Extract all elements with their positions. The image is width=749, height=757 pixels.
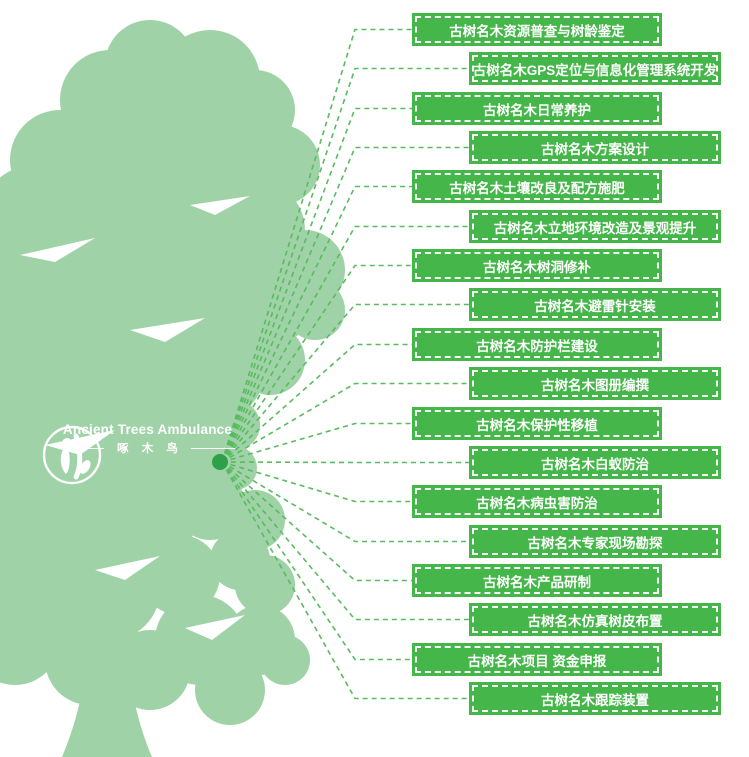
- connector-line: [221, 382, 469, 463]
- service-box-12: 古树名木白蚁防治: [469, 446, 721, 479]
- logo-dash-left: [60, 447, 105, 449]
- connector-line: [221, 146, 469, 463]
- connector-line: [221, 461, 412, 582]
- hub-dot: [212, 454, 228, 470]
- service-box-13: 古树名木病虫害防治: [412, 485, 662, 518]
- connector-line: [221, 28, 412, 463]
- service-box-5: 古树名木土壤改良及配方施肥: [412, 170, 662, 203]
- woodpecker-emblem-icon: [42, 425, 102, 485]
- service-box-11: 古树名木保护性移植: [412, 407, 662, 440]
- service-box-7: 古树名木树洞修补: [412, 249, 662, 282]
- service-box-6: 古树名木立地环境改造及景观提升: [469, 210, 721, 243]
- connector-line: [221, 185, 412, 463]
- connector-line: [221, 461, 412, 661]
- logo-title: Ancient Trees Ambulance: [62, 422, 233, 437]
- connector-line: [221, 461, 469, 464]
- connector-line: [221, 461, 469, 543]
- tree-silhouette: [0, 20, 345, 757]
- tree-trunk: [62, 585, 152, 757]
- service-box-16: 古树名木仿真树皮布置: [469, 603, 721, 636]
- connector-line: [221, 67, 469, 463]
- service-box-10: 古树名木图册编撰: [469, 367, 721, 400]
- service-box-1: 古树名木资源普查与树龄鉴定: [412, 13, 662, 46]
- service-box-4: 古树名木方案设计: [469, 131, 721, 164]
- logo: Ancient Trees Ambulance 啄 木 鸟: [40, 422, 255, 485]
- connector-line: [221, 461, 469, 700]
- logo-dash-right: [190, 447, 235, 449]
- service-box-9: 古树名木防护栏建设: [412, 328, 662, 361]
- service-box-8: 古树名木避雷针安装: [469, 288, 721, 321]
- connector-line: [221, 461, 469, 621]
- connector-line: [221, 422, 412, 463]
- connector-line: [221, 107, 412, 463]
- connector-line: [221, 303, 469, 463]
- connector-lines: [221, 28, 469, 700]
- service-box-15: 古树名木产品研制: [412, 564, 662, 597]
- logo-subtitle: 啄 木 鸟: [117, 443, 183, 455]
- connector-line: [221, 461, 412, 503]
- connector-line: [221, 225, 469, 463]
- service-box-18: 古树名木跟踪装置: [469, 682, 721, 715]
- connector-line: [221, 264, 412, 463]
- service-box-14: 古树名木专家现场勘探: [469, 525, 721, 558]
- service-box-3: 古树名木日常养护: [412, 92, 662, 125]
- service-box-2: 古树名木GPS定位与信息化管理系统开发: [469, 52, 721, 85]
- service-box-17: 古树名木项目 资金申报: [412, 643, 662, 676]
